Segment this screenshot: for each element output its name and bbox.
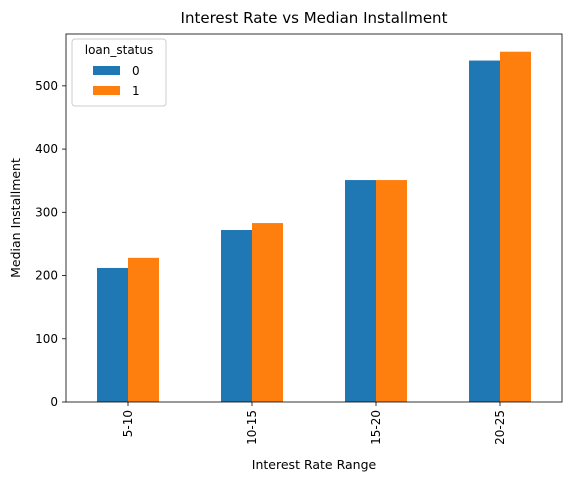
bar-series-1-5-10 [128, 257, 159, 402]
y-tick-label: 100 [35, 332, 58, 346]
x-tick-label: 20-25 [493, 410, 507, 445]
legend: loan_status 0 1 [71, 38, 167, 107]
bar-series-0-5-10 [97, 267, 128, 402]
y-tick-label: 500 [35, 79, 58, 93]
bar-series-1-15-20 [376, 180, 407, 402]
bar-series-0-10-15 [221, 230, 252, 402]
bar-series-0-20-25 [469, 60, 500, 402]
y-tick-label: 300 [35, 205, 58, 219]
legend-label-1: 1 [132, 84, 140, 98]
y-tick-label: 0 [50, 395, 58, 409]
legend-title: loan_status [85, 43, 154, 57]
axes-frame [65, 33, 563, 403]
x-tick-label: 10-15 [245, 410, 259, 445]
plot-area: 0 100 200 300 400 500 5-10 10-15 15-20 20-25 [35, 33, 563, 445]
chart-title: Interest Rate vs Median Installment [181, 9, 448, 27]
y-tick-label: 400 [35, 142, 58, 156]
legend-swatch-0 [93, 66, 120, 75]
bar-series-1-10-15 [252, 223, 283, 402]
legend-label-0: 0 [132, 64, 140, 78]
y-axis-label: Median Installment [8, 158, 23, 278]
x-axis-label: Interest Rate Range [252, 457, 377, 472]
bar-series-0-15-20 [345, 180, 376, 402]
legend-swatch-1 [93, 86, 120, 95]
x-tick-label: 15-20 [369, 410, 383, 445]
x-tick-label: 5-10 [121, 410, 135, 437]
bar-series-1-20-25 [500, 51, 531, 402]
y-tick-label: 200 [35, 269, 58, 283]
